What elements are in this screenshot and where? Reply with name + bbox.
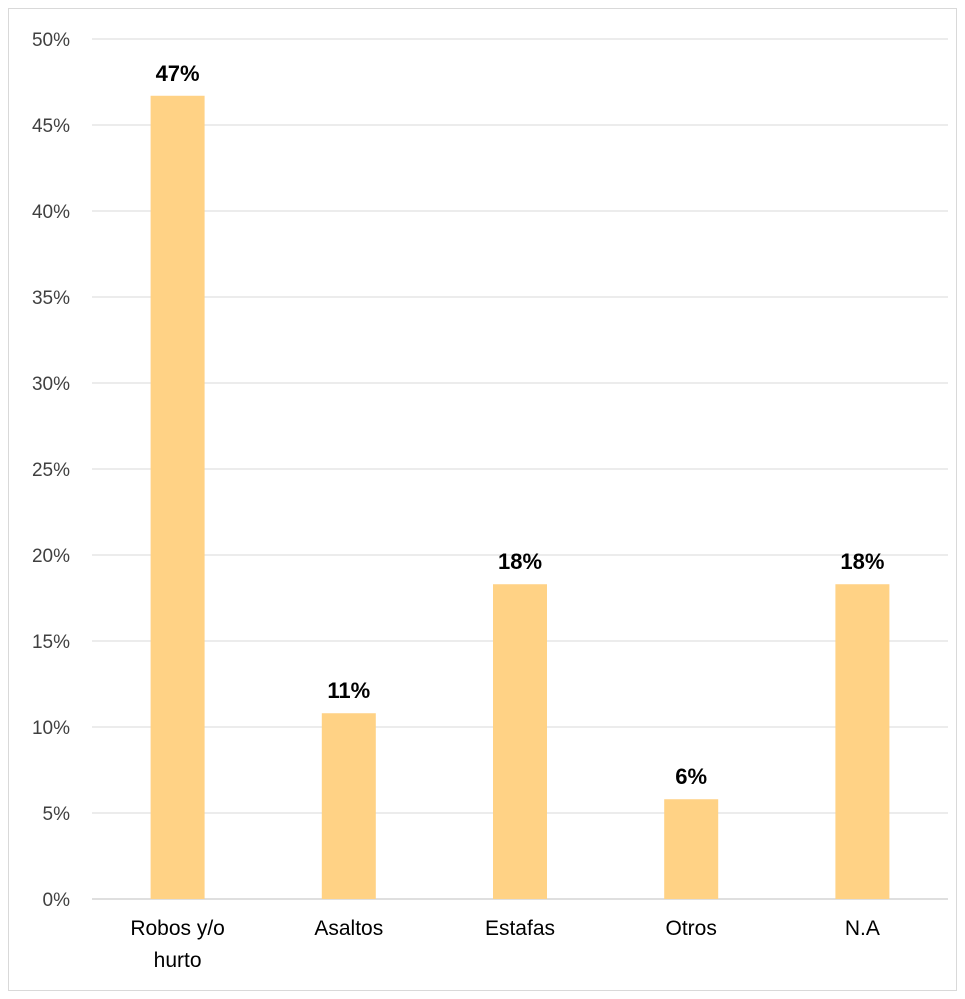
bar [835,584,890,899]
data-label: 11% [327,678,370,703]
data-label: 47% [156,61,200,86]
y-tick-label: 50% [32,30,70,51]
bar [150,95,205,899]
y-tick-label: 5% [43,804,71,825]
x-category-label: Asaltos [314,917,383,940]
bar [493,584,547,899]
y-tick-label: 0% [43,890,71,911]
data-label: 18% [840,549,884,574]
y-tick-label: 10% [32,718,70,739]
y-tick-label: 15% [32,632,70,653]
y-tick-label: 40% [32,202,70,223]
x-category-label: Otros [666,917,717,940]
bar [664,799,719,899]
x-category-label: hurto [154,949,202,972]
x-category-label: Robos y/o [130,917,225,940]
y-tick-label: 45% [32,116,70,137]
x-category-label: N.A [845,917,880,940]
y-tick-label: 25% [32,460,70,481]
bar [321,713,376,899]
data-label: 6% [675,764,707,789]
data-label: 18% [498,549,542,574]
x-category-label: Estafas [485,917,555,940]
y-tick-label: 30% [32,374,70,395]
y-tick-label: 20% [32,546,70,567]
y-tick-label: 35% [32,288,70,309]
